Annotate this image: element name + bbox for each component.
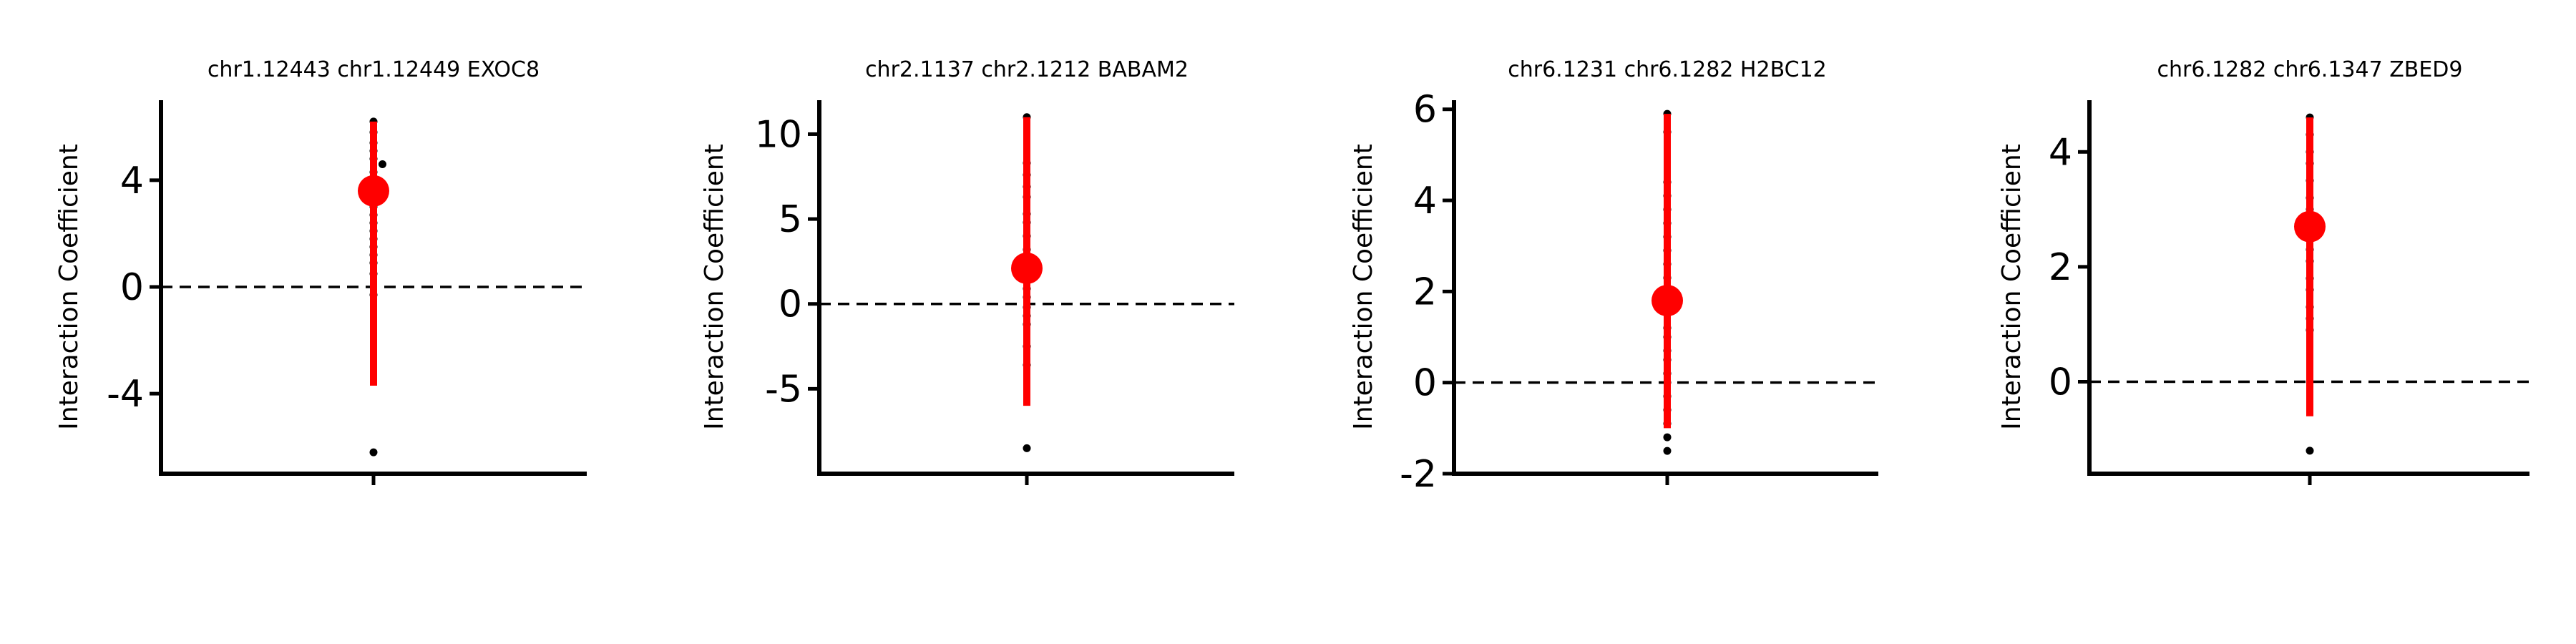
panel-1: chr1.12443 chr1.12449 EXOC8 Interaction C… [54, 57, 587, 485]
y-tick-label: 4 [2049, 131, 2072, 174]
panel-title: chr6.1231 chr6.1282 H2BC12 [1508, 57, 1827, 82]
y-tick-label: 0 [779, 283, 802, 326]
panel-2: chr2.1137 chr2.1212 BABAM2 Interaction Co… [700, 57, 1234, 485]
y-tick-label: 10 [755, 113, 802, 156]
sample-point [1663, 447, 1672, 455]
y-tick-label: -4 [107, 373, 144, 416]
y-tick-label: 2 [2049, 246, 2072, 289]
point-estimate [358, 175, 389, 207]
y-axis-label: Interaction Coefficient [1997, 144, 2026, 430]
point-estimate [2294, 210, 2326, 243]
y-tick-label: 2 [1413, 270, 1437, 313]
point-estimate [1652, 285, 1683, 317]
y-tick-label: -5 [765, 368, 802, 411]
sample-point [1663, 433, 1672, 441]
sample-point [379, 160, 386, 168]
y-axis-label: Interaction Coefficient [1349, 144, 1378, 430]
y-tick-label: 0 [1413, 362, 1437, 405]
panel-3: chr6.1231 chr6.1282 H2BC12 Interaction Co… [1349, 57, 1878, 496]
y-axis-label: Interaction Coefficient [54, 144, 84, 430]
point-estimate [1011, 252, 1043, 284]
y-tick-label: -2 [1400, 453, 1437, 496]
panel-title: chr6.1282 chr6.1347 ZBED9 [2157, 57, 2463, 82]
sample-point [369, 448, 378, 457]
panel-title: chr1.12443 chr1.12449 EXOC8 [208, 57, 540, 82]
panel-title: chr2.1137 chr2.1212 BABAM2 [865, 57, 1189, 82]
panel-4: chr6.1282 chr6.1347 ZBED9 Interaction Coe… [1997, 57, 2529, 485]
sample-point [2306, 447, 2314, 455]
y-tick-label: 0 [2049, 361, 2072, 404]
y-tick-label: 4 [120, 160, 144, 203]
y-tick-label: 4 [1413, 180, 1437, 223]
y-tick-label: 6 [1413, 89, 1437, 132]
y-tick-label: 0 [120, 266, 144, 309]
y-axis-label: Interaction Coefficient [700, 144, 729, 430]
sample-point [1023, 444, 1031, 452]
y-tick-label: 5 [779, 198, 802, 241]
